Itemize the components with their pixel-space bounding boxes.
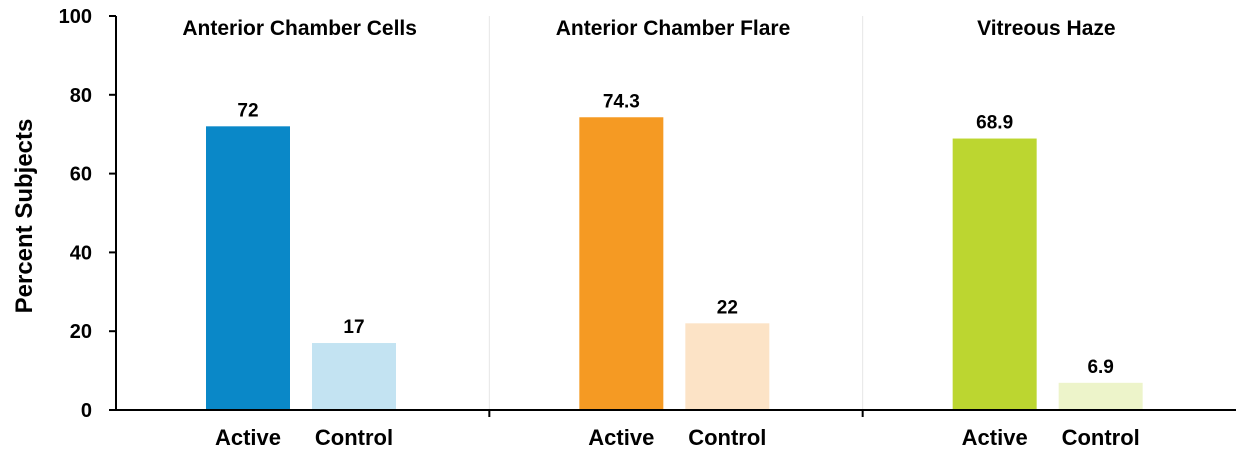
data-label: 17 — [343, 317, 364, 338]
category-label: Active — [215, 425, 281, 450]
y-tick-label: 40 — [70, 242, 92, 264]
bar-group: Anterior Chamber Flare 74.3 Active 22 Contro… — [556, 17, 791, 450]
y-tick-label: 20 — [70, 321, 92, 343]
bar-control — [1058, 382, 1143, 410]
x-axis-ticks — [488, 410, 864, 417]
bar-active — [952, 138, 1037, 410]
group-title: Vitreous Haze — [977, 17, 1116, 40]
bar-control — [312, 343, 396, 410]
data-label: 22 — [717, 297, 738, 318]
group-title: Anterior Chamber Cells — [182, 17, 417, 40]
data-label: 68.9 — [976, 113, 1013, 134]
data-label: 72 — [237, 100, 258, 121]
category-label: Active — [962, 425, 1028, 450]
group-title: Anterior Chamber Flare — [556, 17, 791, 40]
bar-active — [206, 126, 290, 410]
bar-active — [579, 117, 664, 411]
category-label: Control — [315, 425, 393, 450]
y-tick-label: 100 — [59, 6, 92, 28]
y-axis-label: Percent Subjects — [11, 119, 38, 314]
bar-control — [685, 323, 770, 410]
category-label: Active — [588, 425, 654, 450]
y-tick-label: 60 — [70, 164, 92, 186]
bar-group: Anterior Chamber Cells 72 Active 17 Control — [182, 17, 417, 450]
y-axis: 0 20 40 60 80 100 — [59, 6, 117, 422]
group-dividers — [488, 16, 864, 410]
y-tick-label: 80 — [70, 85, 92, 107]
data-label: 74.3 — [603, 91, 640, 112]
category-label: Control — [1062, 425, 1140, 450]
bar-group: Vitreous Haze 68.9 Active 6.9 Control — [952, 17, 1143, 450]
data-label: 6.9 — [1087, 357, 1113, 378]
bar-groups: Anterior Chamber Cells72Active17ControlA… — [182, 17, 1143, 450]
y-tick-label: 0 — [81, 400, 92, 422]
category-label: Control — [688, 425, 766, 450]
